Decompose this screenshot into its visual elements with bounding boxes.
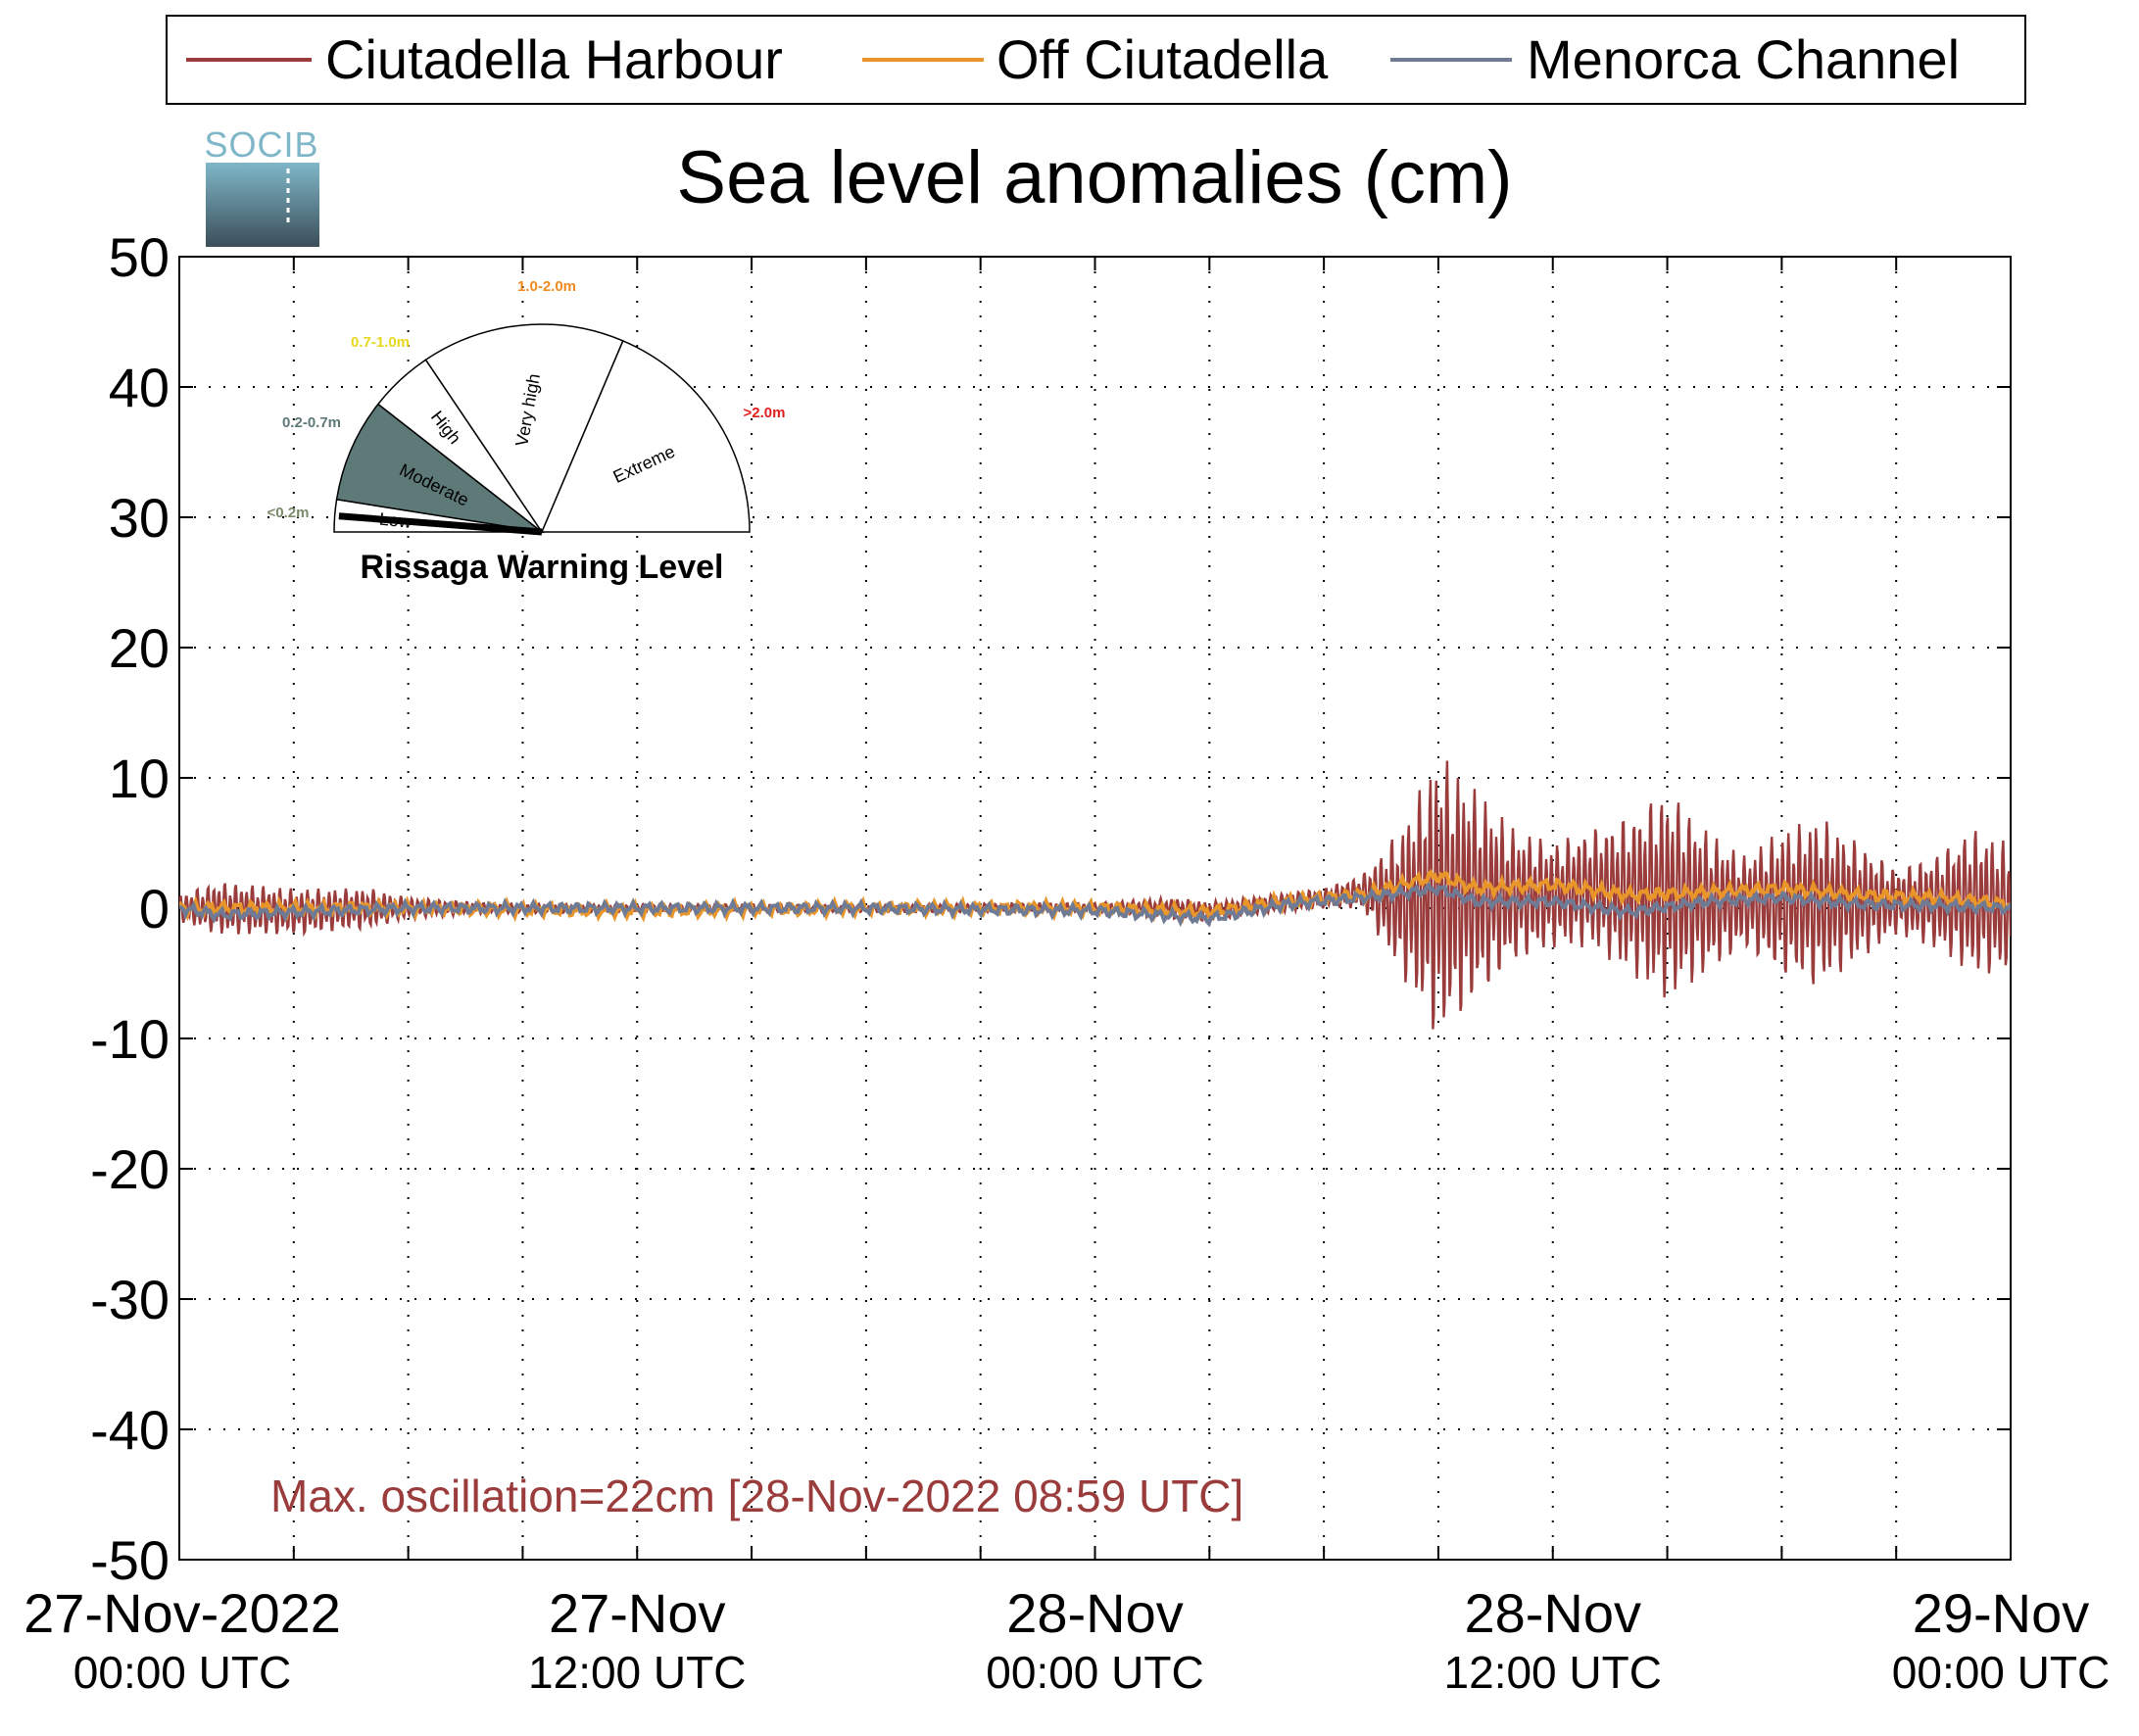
logo-text: SOCIB bbox=[204, 124, 318, 165]
gauge-range-label: >2.0m bbox=[744, 405, 786, 421]
x-tick-label-time: 00:00 UTC bbox=[986, 1647, 1203, 1698]
y-tick-label: 40 bbox=[109, 357, 170, 418]
series-layer bbox=[179, 760, 2011, 1030]
legend-box bbox=[166, 15, 2026, 105]
logo-mark bbox=[206, 163, 319, 247]
x-tick-label-date: 27-Nov-2022 bbox=[24, 1582, 341, 1644]
y-axis: -50 -40 -30 -20 -10 0 10 20 30 40 50 bbox=[90, 226, 2011, 1591]
chart-title: Sea level anomalies (cm) bbox=[676, 136, 1512, 219]
y-tick-label: 10 bbox=[109, 747, 170, 809]
gauge-range-label: <0.2m bbox=[267, 505, 310, 521]
legend: Ciutadella Harbour Off Ciutadella Menorc… bbox=[166, 15, 2026, 105]
gauge-needle bbox=[338, 512, 543, 536]
y-tick-label: 50 bbox=[109, 226, 170, 288]
legend-label-ciutadella-harbour: Ciutadella Harbour bbox=[325, 28, 783, 90]
gauge-sector-extreme bbox=[540, 339, 751, 533]
legend-label-off-ciutadella: Off Ciutadella bbox=[997, 28, 1329, 90]
gauge-sector-very-high bbox=[424, 323, 624, 534]
y-tick-label: -30 bbox=[90, 1269, 170, 1330]
x-tick-label-date: 29-Nov bbox=[1913, 1582, 2090, 1644]
rissaga-gauge: LowModerateHighVery highExtreme<0.2m0.2-… bbox=[267, 278, 786, 586]
gauge-range-label: 0.2-0.7m bbox=[282, 414, 341, 431]
legend-label-menorca-channel: Menorca Channel bbox=[1527, 28, 1960, 90]
x-tick-label-time: 00:00 UTC bbox=[73, 1647, 291, 1698]
y-tick-label: 20 bbox=[109, 617, 170, 679]
y-tick-label: -50 bbox=[90, 1529, 170, 1591]
x-tick-label-time: 12:00 UTC bbox=[528, 1647, 746, 1698]
x-tick-label-date: 27-Nov bbox=[549, 1582, 726, 1644]
x-tick-label-date: 28-Nov bbox=[1464, 1582, 1641, 1644]
y-tick-label: -40 bbox=[90, 1399, 170, 1461]
x-tick-label-date: 28-Nov bbox=[1006, 1582, 1184, 1644]
y-tick-label: 0 bbox=[139, 878, 170, 940]
socib-logo: SOCIB bbox=[204, 124, 319, 247]
series-line-menorca-channel bbox=[179, 881, 2011, 928]
x-tick-label-time: 12:00 UTC bbox=[1444, 1647, 1662, 1698]
gauge-title: Rissaga Warning Level bbox=[361, 549, 724, 586]
series-line-ciutadella-harbour bbox=[179, 760, 2011, 1030]
x-tick-label-time: 00:00 UTC bbox=[1892, 1647, 2110, 1698]
gauge-range-label: 0.7-1.0m bbox=[351, 334, 410, 351]
gauge-sector-moderate bbox=[335, 403, 545, 534]
y-tick-label: -20 bbox=[90, 1138, 170, 1200]
y-tick-label: -10 bbox=[90, 1008, 170, 1070]
gauge-range-label: 1.0-2.0m bbox=[517, 278, 576, 295]
y-tick-label: 30 bbox=[109, 487, 170, 549]
max-oscillation-annotation: Max. oscillation=22cm [28-Nov-2022 08:59… bbox=[270, 1471, 1243, 1521]
